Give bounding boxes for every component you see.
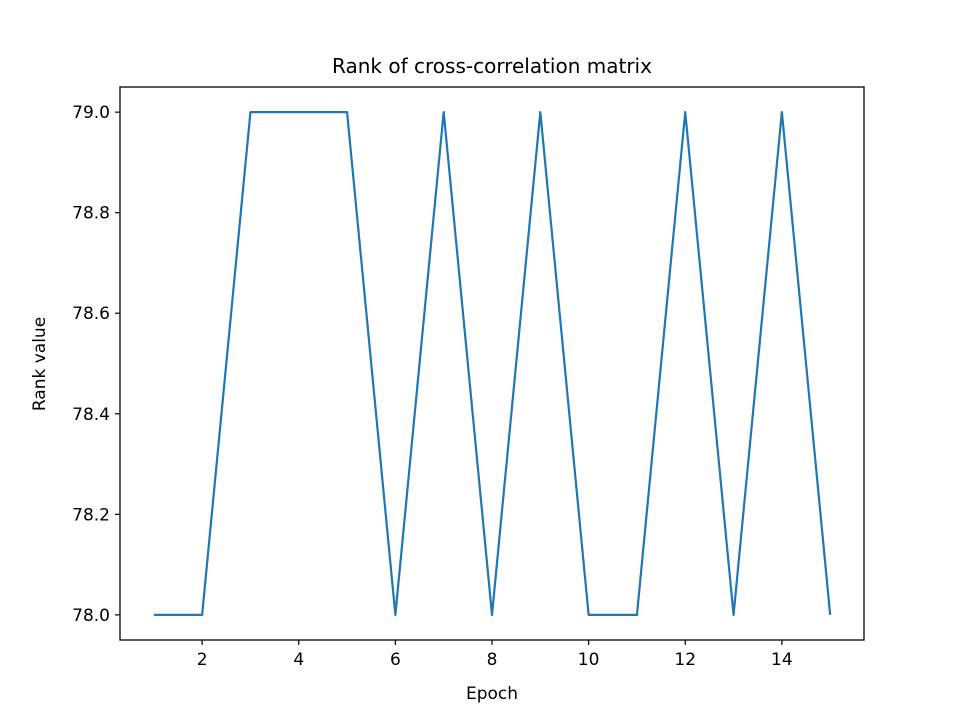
- x-tick-label: 12: [674, 650, 696, 670]
- series-layer: [153, 111, 832, 616]
- x-tick-label: 6: [390, 650, 401, 670]
- y-tick-label: 78.4: [72, 405, 110, 425]
- x-axis-label: Epoch: [466, 684, 518, 704]
- x-tick-label: 14: [771, 650, 793, 670]
- y-tick-label: 78.2: [72, 505, 110, 525]
- plot-frame: [119, 86, 865, 641]
- x-tick-label: 4: [293, 650, 304, 670]
- series-line: [153, 111, 832, 616]
- y-axis: 78.0 78.2 78.4 78.6 78.8 79.0: [72, 103, 120, 626]
- plot-area: [120, 87, 864, 640]
- y-axis-label: Rank value: [30, 317, 50, 411]
- x-axis: 2 4 6 8 10 12 14: [197, 640, 793, 670]
- chart-title: Rank of cross-correlation matrix: [332, 54, 652, 78]
- y-tick-label: 78.6: [72, 304, 110, 324]
- x-tick-label: 10: [578, 650, 600, 670]
- x-tick-label: 8: [487, 650, 498, 670]
- x-tick-label: 2: [197, 650, 208, 670]
- y-tick-label: 79.0: [72, 103, 110, 123]
- y-tick-label: 78.0: [72, 606, 110, 626]
- y-tick-label: 78.8: [72, 204, 110, 224]
